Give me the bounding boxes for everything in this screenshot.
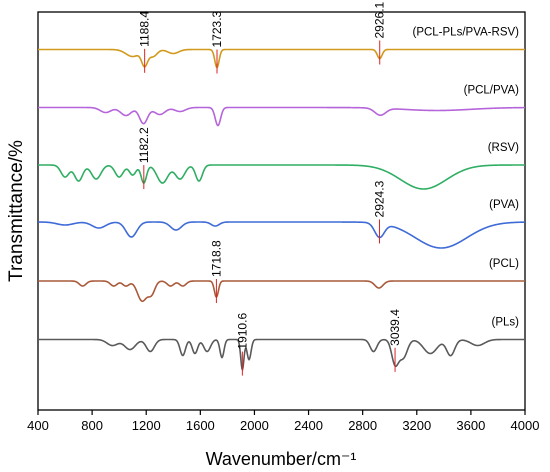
peak-label: 3039.4 <box>388 309 402 346</box>
peak-annotations: 1188.4 1723.3 2926.1 1182.2 2924.3 1718.8 1910… <box>137 1 402 376</box>
x-tick-label: 2800 <box>348 418 377 433</box>
x-tick-label: 2400 <box>294 418 323 433</box>
series-line <box>38 106 526 127</box>
x-tick-label: 800 <box>81 418 103 433</box>
x-axis-ticks: 400 800 1200 1600 2000 2400 2800 3200 3600 4000 <box>27 410 539 433</box>
peak-label: 1182.2 <box>137 127 151 163</box>
series-label: (PCL-PLs/PVA-RSV) <box>412 27 519 39</box>
series-line <box>38 280 525 303</box>
x-tick-label: 4000 <box>511 418 540 433</box>
series-line <box>38 221 526 249</box>
x-tick-label: 3200 <box>402 418 431 433</box>
x-tick-label: 2000 <box>240 418 269 433</box>
series-line <box>38 338 525 372</box>
peak-label: 1723.3 <box>210 10 224 47</box>
x-axis-title: Wavenumber/cm⁻¹ <box>206 449 357 469</box>
trace-labels: (PCL-PLs/PVA-RSV) (PCL/PVA) (RSV) (PVA) (PCL… <box>412 27 519 329</box>
spectra-group <box>38 48 526 372</box>
peak-label: 1718.8 <box>209 240 223 277</box>
x-tick-label: 1600 <box>186 418 215 433</box>
series-label: (PCL) <box>489 258 519 270</box>
plot-frame <box>37 11 526 411</box>
peak-label: 1188.4 <box>138 11 152 47</box>
x-tick-label: 1200 <box>132 418 161 433</box>
series-label: (PVA) <box>489 199 519 211</box>
x-tick-label: 3600 <box>456 418 485 433</box>
series-line <box>38 48 525 69</box>
y-axis-title: Transmittance/% <box>6 140 27 282</box>
peak-label: 1910.6 <box>235 313 249 350</box>
peak-label: 2926.1 <box>373 1 387 38</box>
x-tick-label: 400 <box>27 418 49 433</box>
series-label: (RSV) <box>488 142 519 154</box>
series-line <box>38 164 525 190</box>
peak-label: 2924.3 <box>372 180 386 217</box>
series-label: (PCL/PVA) <box>464 85 520 97</box>
series-label: (PLs) <box>492 317 520 329</box>
